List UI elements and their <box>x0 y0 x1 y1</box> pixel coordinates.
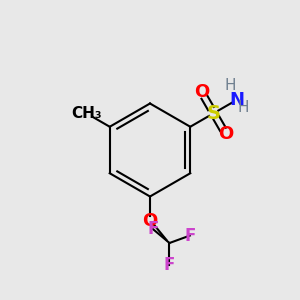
Text: F: F <box>164 256 175 274</box>
Text: O: O <box>142 212 158 230</box>
Text: N: N <box>230 91 244 109</box>
Text: S: S <box>207 104 221 123</box>
Text: F: F <box>147 220 159 238</box>
Text: O: O <box>218 125 233 143</box>
Text: F: F <box>184 226 196 244</box>
Text: CH₃: CH₃ <box>71 106 102 121</box>
Text: O: O <box>194 83 209 101</box>
Text: H: H <box>225 78 236 93</box>
Text: H: H <box>238 100 249 115</box>
